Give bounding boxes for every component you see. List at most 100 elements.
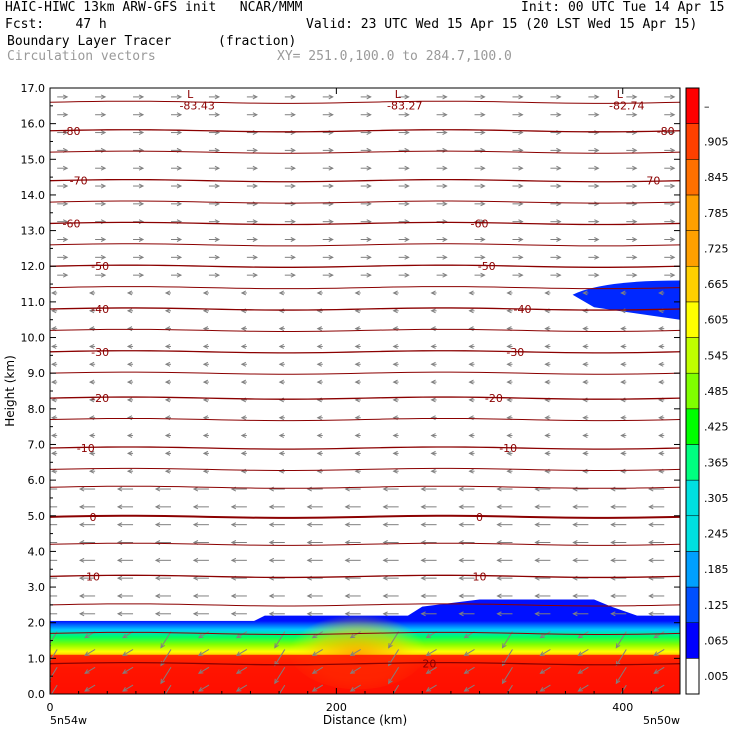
vector-head <box>235 651 242 657</box>
vector-shaft <box>122 666 134 674</box>
vector-head <box>506 379 512 385</box>
vector-head <box>425 651 432 657</box>
vector-head <box>658 433 664 439</box>
y-tick-label: 2.0 <box>28 617 46 630</box>
vector-head <box>154 557 161 563</box>
vector-head <box>534 557 540 563</box>
vector-head <box>344 557 350 563</box>
vector-head <box>62 165 69 171</box>
isotherm-line <box>50 221 680 226</box>
x-axis-title: Distance (km) <box>323 713 407 727</box>
field-name: Boundary Layer Tracer <box>7 34 172 49</box>
colorbar-swatch <box>685 551 700 588</box>
vector-head <box>620 450 626 456</box>
vector-head <box>392 308 398 314</box>
vector-head <box>278 343 285 349</box>
isotherm-label: -80 <box>62 125 80 138</box>
isotherm-line <box>50 514 680 519</box>
vector-head <box>594 254 600 260</box>
vector-head <box>496 593 502 599</box>
isotherm-line <box>50 446 680 450</box>
vector-head <box>122 633 128 639</box>
vector-head <box>316 361 322 367</box>
vector-head <box>62 201 69 207</box>
vector-shaft <box>578 684 589 692</box>
colorbar-label: .785 <box>704 207 729 220</box>
vector-head <box>653 633 659 639</box>
colorbar-label: .485 <box>704 385 729 398</box>
vector-head <box>534 593 540 599</box>
vector-head <box>154 486 161 492</box>
vector-head <box>328 219 334 225</box>
vector-head <box>78 593 85 599</box>
vector-head <box>311 687 318 692</box>
colorbar-swatch <box>685 515 700 552</box>
vector-head <box>176 183 183 189</box>
isotherm-label: -60 <box>471 217 489 230</box>
vector-head <box>610 611 616 617</box>
isotherm-line <box>50 200 680 204</box>
vector-head <box>518 254 524 260</box>
vector-head <box>126 397 133 403</box>
vector-head <box>354 415 360 421</box>
vector-head <box>100 237 107 242</box>
vector-head <box>648 611 654 617</box>
vector-head <box>78 575 85 581</box>
vector-head <box>544 326 550 332</box>
low-value: -83.43 <box>179 99 214 112</box>
header-init-time: Init: 00 UTC Tue 14 Apr 15 <box>521 0 725 15</box>
vector-head <box>404 130 410 136</box>
vector-head <box>615 643 621 649</box>
vector-head <box>468 343 474 349</box>
vector-head <box>463 633 470 639</box>
vector-head <box>344 522 350 528</box>
vector-head <box>176 254 183 260</box>
isotherm-line <box>50 574 680 579</box>
colorbar-swatch <box>685 230 700 267</box>
vector-head <box>518 201 524 207</box>
vector-head <box>116 522 123 528</box>
vector-head <box>240 379 247 385</box>
vector-head <box>42 612 46 616</box>
vector-head <box>154 522 161 528</box>
isotherm-line <box>50 631 680 635</box>
vector-head <box>442 112 448 118</box>
vector-head <box>202 450 209 456</box>
vector-head <box>366 237 372 242</box>
vector-head <box>51 450 57 456</box>
y-tick-label: 15.0 <box>21 153 46 166</box>
vector-shaft <box>350 684 361 692</box>
isotherm-label: -20 <box>91 392 109 405</box>
isotherm-line <box>50 542 680 546</box>
vector-head <box>392 361 398 367</box>
vector-head <box>214 272 221 278</box>
y-tick-label: 0.0 <box>28 688 46 701</box>
vector-head <box>268 486 275 492</box>
vector-head <box>468 450 474 456</box>
vector-head <box>126 308 133 314</box>
vector-head <box>658 290 664 296</box>
vector-head <box>577 687 583 692</box>
vector-head <box>620 290 626 296</box>
vector-head <box>192 522 199 528</box>
vector-field-name: Circulation vectors <box>7 49 156 64</box>
vector-head <box>534 504 540 510</box>
vector-head <box>468 290 474 296</box>
low-markers: L-83.43L-83.27L-82.74 <box>179 88 644 112</box>
vector-head <box>252 183 258 189</box>
vector-head <box>496 522 502 528</box>
vector-head <box>480 201 486 207</box>
vector-head <box>51 361 57 367</box>
vector-head <box>577 651 583 657</box>
vector-head <box>51 468 57 474</box>
vector-head <box>458 540 464 545</box>
vector-head <box>290 201 296 207</box>
vector-head <box>648 540 654 545</box>
y-tick-label: 6.0 <box>28 474 46 487</box>
vector-head <box>290 237 296 242</box>
vector-head <box>344 611 350 617</box>
colorbar-label: – <box>704 100 710 113</box>
vector-head <box>164 450 171 456</box>
vector-head <box>316 326 322 332</box>
vector-head <box>214 165 221 171</box>
